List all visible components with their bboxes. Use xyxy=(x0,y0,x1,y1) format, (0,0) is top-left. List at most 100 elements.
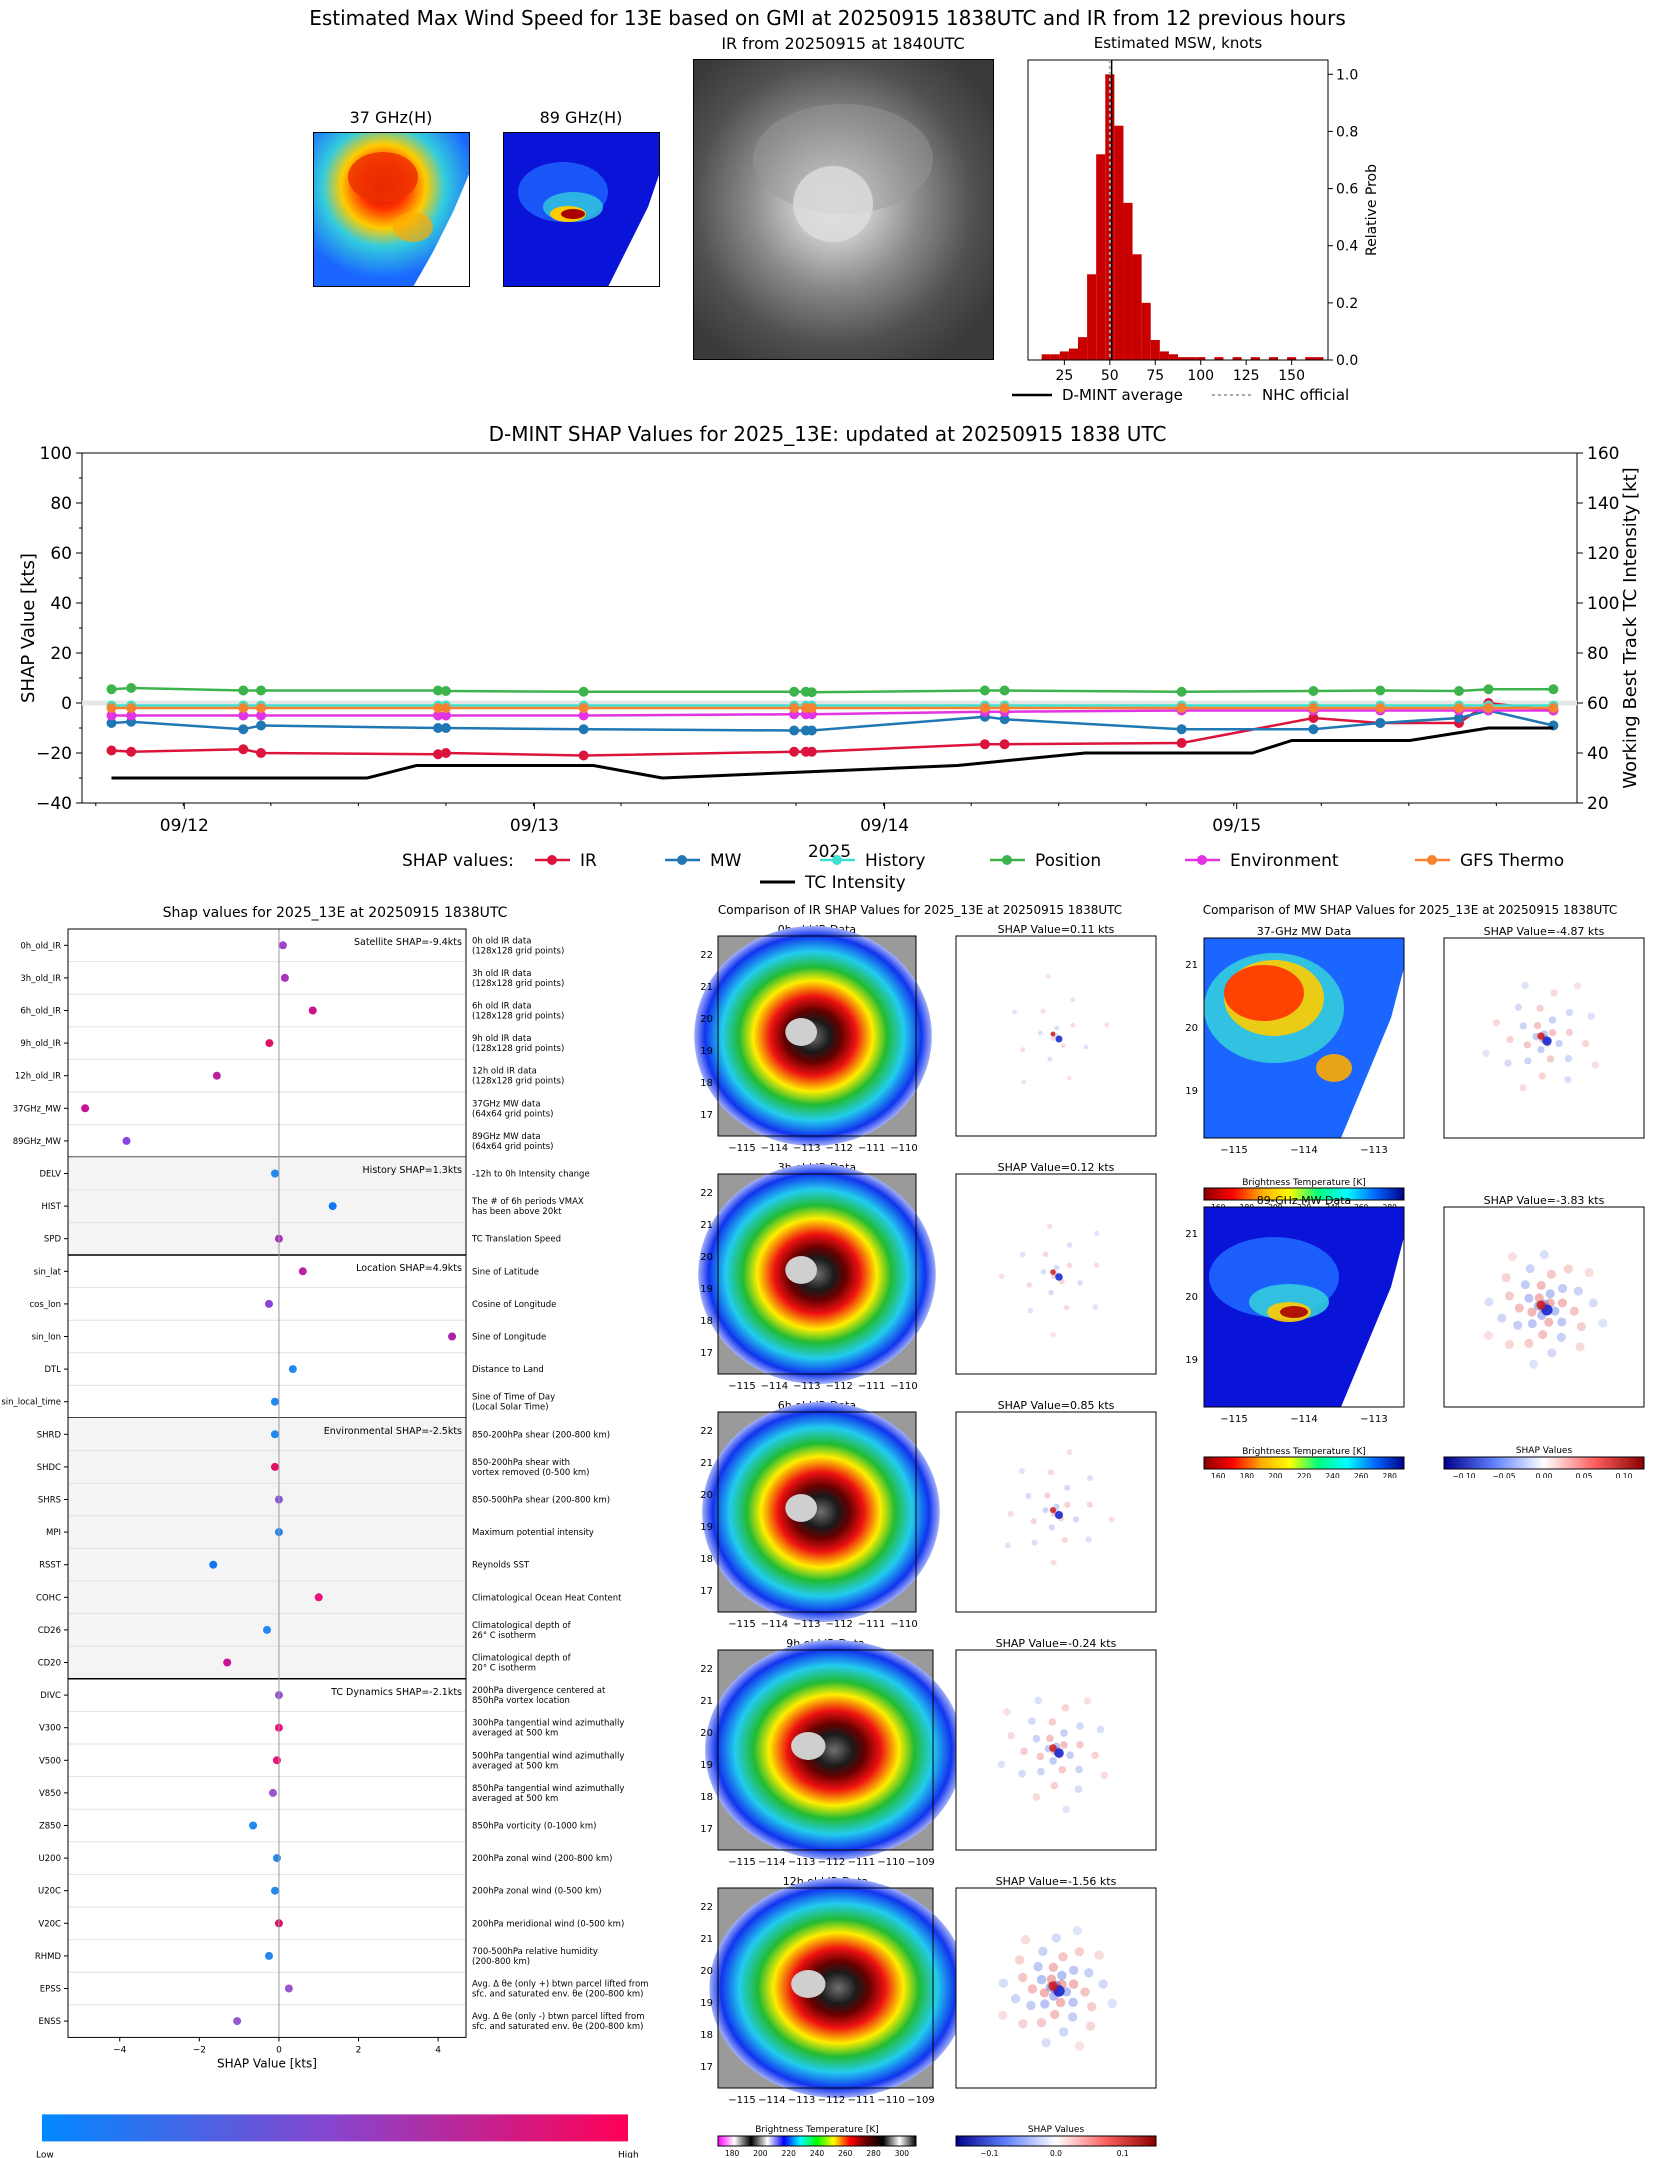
mw-blob xyxy=(1280,1306,1308,1318)
feature-desc: (64x64 grid points) xyxy=(472,1109,553,1119)
shap-speck xyxy=(1044,1492,1051,1499)
shap-speck xyxy=(1034,1696,1042,1705)
ir-ytick-label: 18 xyxy=(700,1554,713,1565)
shap-speck xyxy=(1094,1230,1100,1237)
feature-name: COHC xyxy=(36,1593,61,1603)
shap-speck xyxy=(1076,1740,1084,1749)
hist-bar xyxy=(1050,354,1060,360)
shap-speck xyxy=(1083,1697,1092,1705)
shap-speck xyxy=(1557,1317,1567,1327)
colorbar-title: Brightness Temperature [K] xyxy=(1242,1447,1366,1457)
mw37-thumbnail xyxy=(313,132,470,287)
shap-xtick-label: 0 xyxy=(276,2045,282,2055)
shap-speck xyxy=(1033,1961,1043,1972)
shap-speck xyxy=(1062,1805,1071,1814)
shap-speck xyxy=(1492,1019,1501,1027)
group-label: Location SHAP=4.9kts xyxy=(356,1263,462,1274)
shap-speck xyxy=(1037,1767,1045,1776)
shap-point xyxy=(249,1821,258,1830)
shap-point xyxy=(270,1462,279,1471)
ir-ytick-label: 19 xyxy=(700,1522,713,1533)
shap-point xyxy=(263,1625,271,1634)
hist-ytick-label: 0.6 xyxy=(1336,182,1358,198)
shap-speck xyxy=(1091,1751,1099,1760)
shap-panel-title: Shap values for 2025_13E at 20250915 183… xyxy=(162,905,508,921)
feature-desc: 850-500hPa shear (200-800 km) xyxy=(472,1496,610,1506)
mw-ytick-label: 20 xyxy=(1185,1023,1198,1034)
series-point xyxy=(126,683,137,693)
shap-speck xyxy=(1012,1009,1017,1015)
shap-speck xyxy=(1524,1057,1532,1065)
shap-speck xyxy=(1096,1725,1105,1734)
series-point xyxy=(789,746,800,757)
shap-core-neg xyxy=(1054,1748,1064,1758)
shap-speck xyxy=(1021,1079,1027,1085)
shap-point xyxy=(81,1104,90,1113)
shap-point xyxy=(288,1365,297,1374)
shap-speck xyxy=(1538,1330,1548,1340)
shap-speck xyxy=(1040,1269,1047,1275)
feature-desc: 3h old IR data xyxy=(472,969,531,979)
shap-speck xyxy=(1565,1028,1574,1037)
shap-speck xyxy=(1482,1049,1490,1057)
mw-comparison-grid: 37-GHz MW Data 21 20 19 −115 −114 −113 SHAP Val… xyxy=(1185,925,1645,1478)
shap-speck xyxy=(1063,1304,1070,1311)
colorbar-tick: 240 xyxy=(810,2149,825,2158)
hist-bar xyxy=(1150,340,1160,360)
ir-ytick-label: 21 xyxy=(700,982,713,993)
feature-name: CD26 xyxy=(38,1626,61,1636)
shap-speck xyxy=(1025,1492,1032,1500)
shap-speck xyxy=(1527,1319,1537,1329)
shap-speck xyxy=(1538,1072,1546,1080)
shap-speck xyxy=(1525,1264,1535,1274)
series-point xyxy=(256,748,267,758)
feature-name: CD20 xyxy=(38,1659,61,1669)
hist-bar xyxy=(1141,302,1151,360)
series-point xyxy=(979,685,990,696)
shap-speck xyxy=(1581,1039,1590,1048)
series-point xyxy=(1308,686,1319,696)
top-title: Estimated Max Wind Speed for 13E based o… xyxy=(309,6,1346,30)
shap-speck xyxy=(998,2010,1008,2021)
series-point xyxy=(1375,703,1386,713)
series-point xyxy=(106,718,117,728)
shap-speck xyxy=(1027,1307,1033,1314)
shap-core-pos xyxy=(1050,1031,1056,1037)
hist-bar xyxy=(1187,357,1197,360)
series-point xyxy=(440,748,451,758)
shap-speck xyxy=(1108,1516,1115,1523)
shap-speck xyxy=(1550,989,1558,997)
shap-speck xyxy=(1072,1516,1080,1523)
mw-ytick-label: 20 xyxy=(1185,1292,1198,1303)
hist-ytick-label: 0.8 xyxy=(1336,124,1358,140)
colorbar-high-label: High xyxy=(618,2150,639,2158)
ir-shap-title: SHAP Value=0.85 kts xyxy=(998,1399,1115,1412)
shap-speck xyxy=(1020,1251,1026,1258)
mw-xtick-label: −113 xyxy=(1360,1414,1387,1425)
feature-desc: Climatological depth of xyxy=(472,1654,572,1664)
ts-ytick-label: 40 xyxy=(50,594,72,614)
tile-frame xyxy=(1203,937,1405,1139)
mw-tile-title: 37-GHz MW Data xyxy=(1257,925,1352,938)
hist-title: Estimated MSW, knots xyxy=(1093,34,1263,52)
mw-blob xyxy=(1224,965,1304,1021)
shap-speck xyxy=(998,1273,1005,1280)
feature-name: Z850 xyxy=(39,1822,61,1832)
shap-speck xyxy=(1048,1524,1055,1531)
ts-ytick-label: −40 xyxy=(36,794,72,814)
colorbar-tick: 180 xyxy=(1240,1472,1255,1478)
shap-speck xyxy=(1584,1268,1594,1278)
legend-dmint-label: D-MINT average xyxy=(1062,386,1183,404)
colorbar xyxy=(717,2135,917,2147)
ts-ytick-right-label: 80 xyxy=(1587,644,1609,664)
shap-speck xyxy=(1075,1765,1083,1774)
ir-xtick-label: −114 xyxy=(758,2095,785,2106)
ir-ytick-label: 18 xyxy=(700,2030,713,2041)
mw-tile-title: 89-GHz MW Data xyxy=(1257,1194,1352,1207)
shap-speck xyxy=(1545,1289,1555,1299)
ts-frame xyxy=(81,452,1578,804)
shap-speck xyxy=(1007,1731,1015,1740)
legend-marker xyxy=(1427,855,1437,865)
feature-desc: (128x128 grid points) xyxy=(472,979,564,989)
feature-name: SHRD xyxy=(37,1430,62,1440)
